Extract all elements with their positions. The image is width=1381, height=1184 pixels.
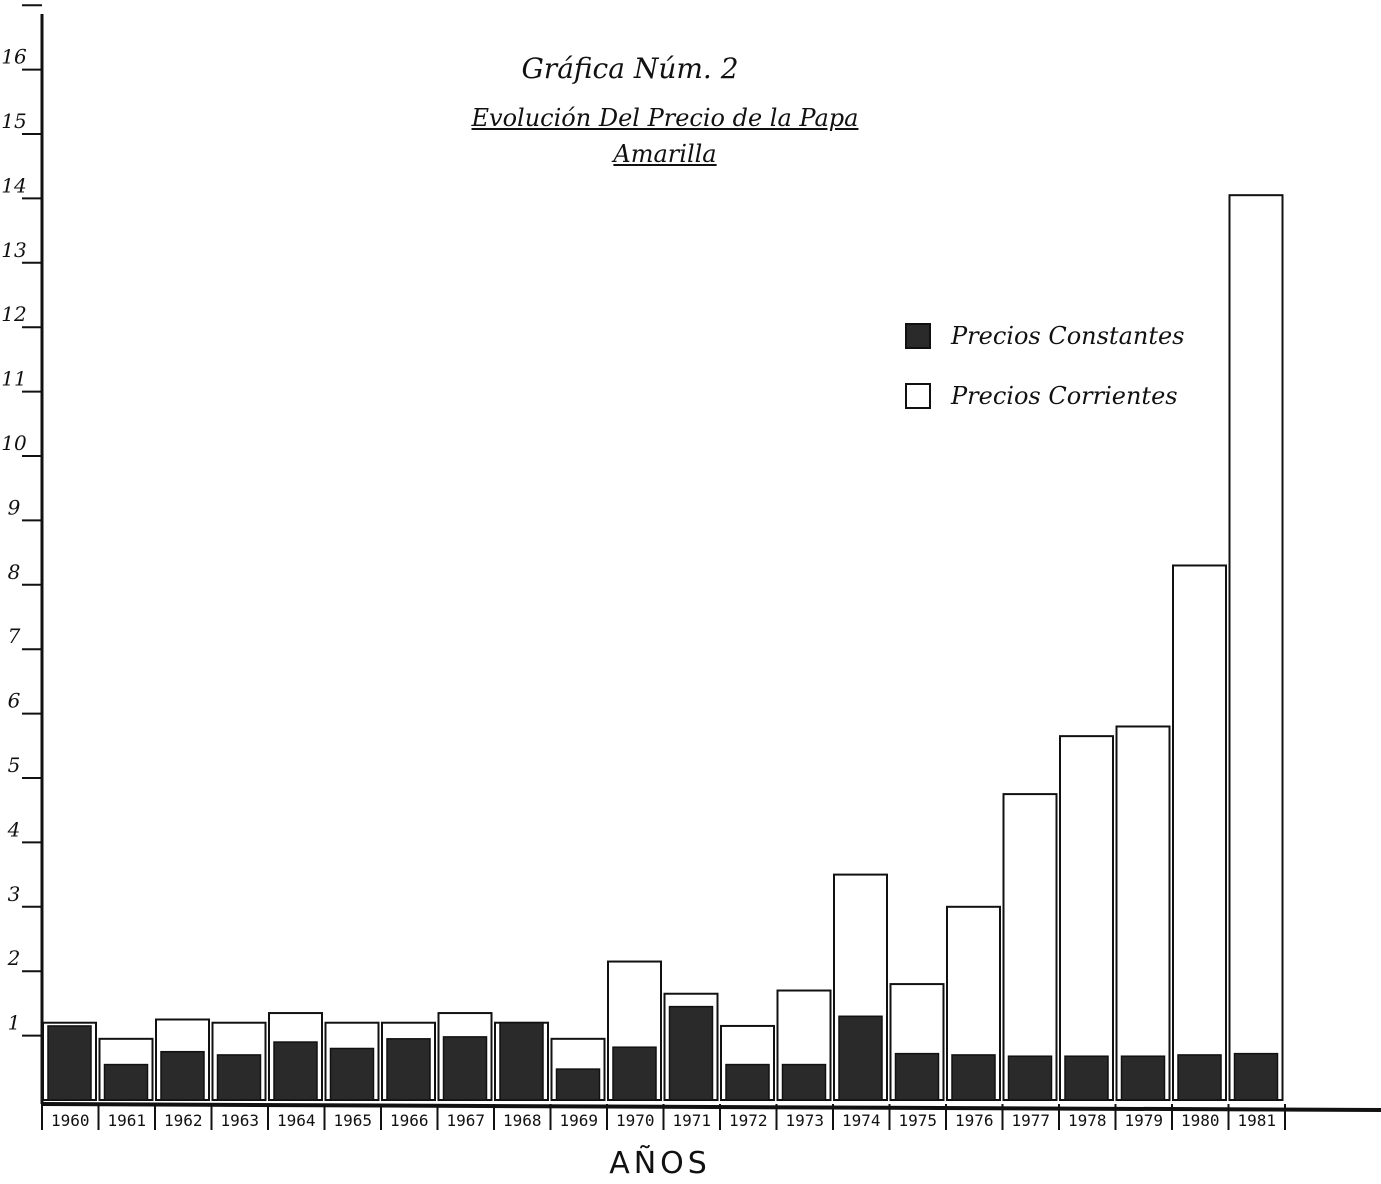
- bar-constant-1961: [103, 1063, 149, 1101]
- bar-constant-1965: [329, 1047, 375, 1101]
- bar-current-1978: [1059, 735, 1114, 1101]
- x-tick-label-1973: 1973: [785, 1111, 824, 1130]
- y-tick-label-4: 4: [7, 817, 21, 841]
- x-tick-label-1968: 1968: [503, 1111, 542, 1130]
- chart-title: Gráfica Núm. 2: [521, 52, 739, 85]
- chart-subtitle-line2: Amarilla: [613, 140, 717, 168]
- bar-constant-1980: [1177, 1054, 1222, 1101]
- x-tick-label-1975: 1975: [898, 1111, 937, 1130]
- legend-item-current: Precios Corrientes: [905, 382, 1178, 410]
- legend-label-current: Precios Corrientes: [951, 382, 1178, 410]
- bar-constant-1969: [555, 1068, 601, 1101]
- x-tick-label-1977: 1977: [1011, 1111, 1050, 1130]
- x-tick-label-1976: 1976: [955, 1111, 994, 1130]
- x-tick-label-1964: 1964: [277, 1111, 316, 1130]
- x-tick-label-1965: 1965: [333, 1111, 372, 1130]
- bar-constant-1973: [781, 1063, 827, 1101]
- x-tick-label-1974: 1974: [842, 1111, 881, 1130]
- y-tick-label-8: 8: [8, 560, 21, 584]
- y-tick-label-3: 3: [8, 882, 21, 906]
- y-tick-label-1: 1: [8, 1011, 21, 1035]
- bar-constant-1966: [386, 1038, 431, 1101]
- bar-current-1981: [1228, 194, 1284, 1101]
- y-tick-label-6: 6: [8, 689, 21, 713]
- bar-constant-1981: [1233, 1052, 1279, 1101]
- x-axis-label: AÑOS: [609, 1146, 711, 1181]
- x-tick-label-1972: 1972: [729, 1111, 768, 1130]
- y-tick-label-12: 12: [1, 302, 26, 326]
- bar-constant-1972: [725, 1063, 770, 1101]
- x-tick-label-1970: 1970: [616, 1111, 655, 1130]
- bar-constant-1963: [216, 1054, 262, 1101]
- bar-constant-1960: [47, 1025, 92, 1101]
- y-tick-label-7: 7: [8, 624, 21, 648]
- bar-constant-1970: [612, 1046, 657, 1101]
- y-tick-label-13: 13: [1, 238, 26, 262]
- bar-constant-1974: [838, 1015, 883, 1101]
- x-tick-label-1967: 1967: [446, 1111, 485, 1130]
- x-tick-label-1979: 1979: [1124, 1111, 1163, 1130]
- x-tick-label-1971: 1971: [672, 1111, 711, 1130]
- bar-current-1977: [1002, 793, 1058, 1101]
- bar-constant-1964: [273, 1041, 318, 1101]
- x-tick-label-1978: 1978: [1068, 1111, 1107, 1130]
- bar-constant-1978: [1064, 1055, 1109, 1101]
- bar-constant-1976: [951, 1054, 996, 1101]
- bar-constant-1977: [1007, 1055, 1053, 1101]
- legend-swatch-constant: [905, 323, 931, 349]
- legend-item-constant: Precios Constantes: [905, 322, 1185, 350]
- legend-swatch-current: [905, 383, 931, 409]
- x-tick-label-1961: 1961: [107, 1111, 146, 1130]
- x-tick-label-1966: 1966: [390, 1111, 429, 1130]
- y-tick-label-5: 5: [8, 753, 21, 777]
- y-tick-label-2: 2: [7, 946, 21, 970]
- bar-constant-1979: [1120, 1055, 1166, 1101]
- y-tick-label-14: 14: [1, 173, 26, 197]
- x-tick-label-1969: 1969: [559, 1111, 598, 1130]
- y-tick-label-9: 9: [8, 495, 21, 519]
- y-tick-label-11: 11: [1, 367, 26, 391]
- x-tick-label-1960: 1960: [51, 1111, 90, 1130]
- bar-constant-1967: [442, 1036, 488, 1101]
- y-tick-label-15: 15: [1, 109, 26, 133]
- x-axis-line: [41, 1102, 1381, 1112]
- legend-label-constant: Precios Constantes: [951, 322, 1185, 350]
- y-tick-label-10: 10: [1, 431, 27, 455]
- x-tick-label-1981: 1981: [1237, 1111, 1276, 1130]
- bar-constant-1971: [668, 1005, 714, 1101]
- bar-current-1980: [1172, 564, 1227, 1101]
- x-tick-label-1962: 1962: [164, 1111, 203, 1130]
- bar-constant-1962: [160, 1050, 205, 1101]
- bar-constant-1968: [499, 1021, 544, 1101]
- y-tick-label-16: 16: [1, 45, 27, 69]
- x-tick-label-1963: 1963: [220, 1111, 259, 1130]
- x-tick-label-1980: 1980: [1181, 1111, 1220, 1130]
- bar-constant-1975: [894, 1052, 940, 1101]
- chart-subtitle: Evolución Del Precio de la Papa: [471, 104, 859, 132]
- bar-current-1979: [1115, 725, 1171, 1101]
